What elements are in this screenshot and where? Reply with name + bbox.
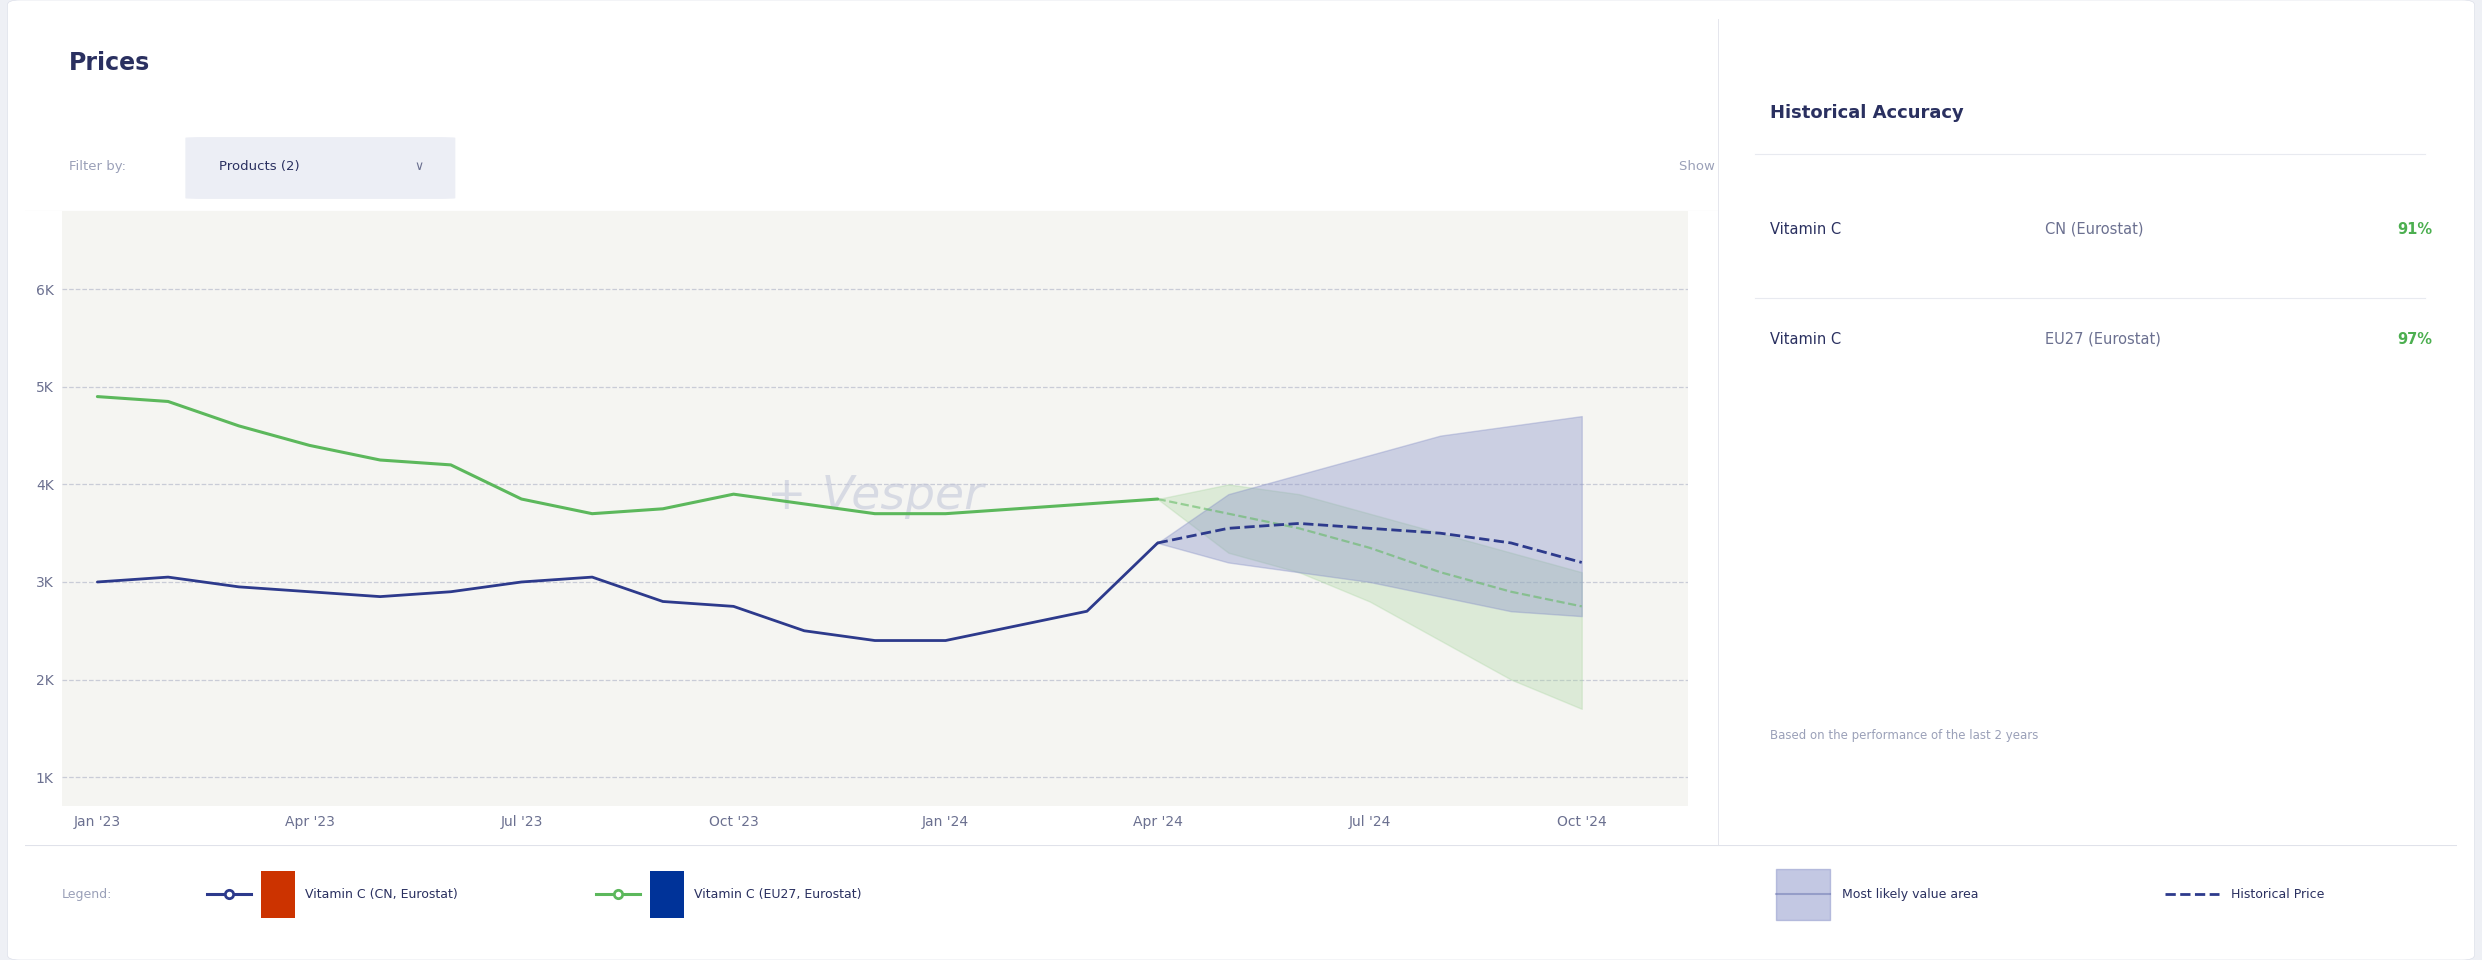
FancyBboxPatch shape: [186, 137, 454, 199]
FancyBboxPatch shape: [2025, 137, 2221, 199]
Text: Prices: Prices: [69, 51, 149, 75]
Text: EU27 (Eurostat): EU27 (Eurostat): [2045, 332, 2162, 347]
Text: 97%: 97%: [2398, 332, 2432, 347]
Text: Vitamin C: Vitamin C: [1770, 222, 1842, 237]
Text: CN (Eurostat): CN (Eurostat): [2045, 222, 2144, 237]
Text: Show historical accuracy for:: Show historical accuracy for:: [1678, 159, 1871, 173]
Text: ∨: ∨: [2189, 159, 2199, 173]
Bar: [650, 872, 685, 918]
Text: Vitamin C: Vitamin C: [1770, 332, 1842, 347]
Text: ⓘ  More info: ⓘ More info: [2306, 57, 2385, 69]
Text: Filter by:: Filter by:: [69, 159, 127, 173]
Text: Products (2): Products (2): [218, 159, 300, 173]
Text: Based on the performance of the last 2 years: Based on the performance of the last 2 y…: [1770, 729, 2038, 742]
Bar: [261, 872, 295, 918]
Text: Most likely value area: Most likely value area: [1842, 888, 1978, 901]
Text: Historical Accuracy: Historical Accuracy: [1770, 104, 1963, 122]
Text: Vitamin C (EU27, Eurostat): Vitamin C (EU27, Eurostat): [692, 888, 861, 901]
Text: ∨: ∨: [414, 159, 422, 173]
Text: + Vesper: + Vesper: [767, 474, 983, 519]
Text: Legend:: Legend:: [62, 888, 112, 901]
Text: 91%: 91%: [2398, 222, 2432, 237]
Text: Historical Price: Historical Price: [2231, 888, 2323, 901]
Text: 1 month: 1 month: [2058, 159, 2115, 173]
Text: Vitamin C (CN, Eurostat): Vitamin C (CN, Eurostat): [305, 888, 457, 901]
